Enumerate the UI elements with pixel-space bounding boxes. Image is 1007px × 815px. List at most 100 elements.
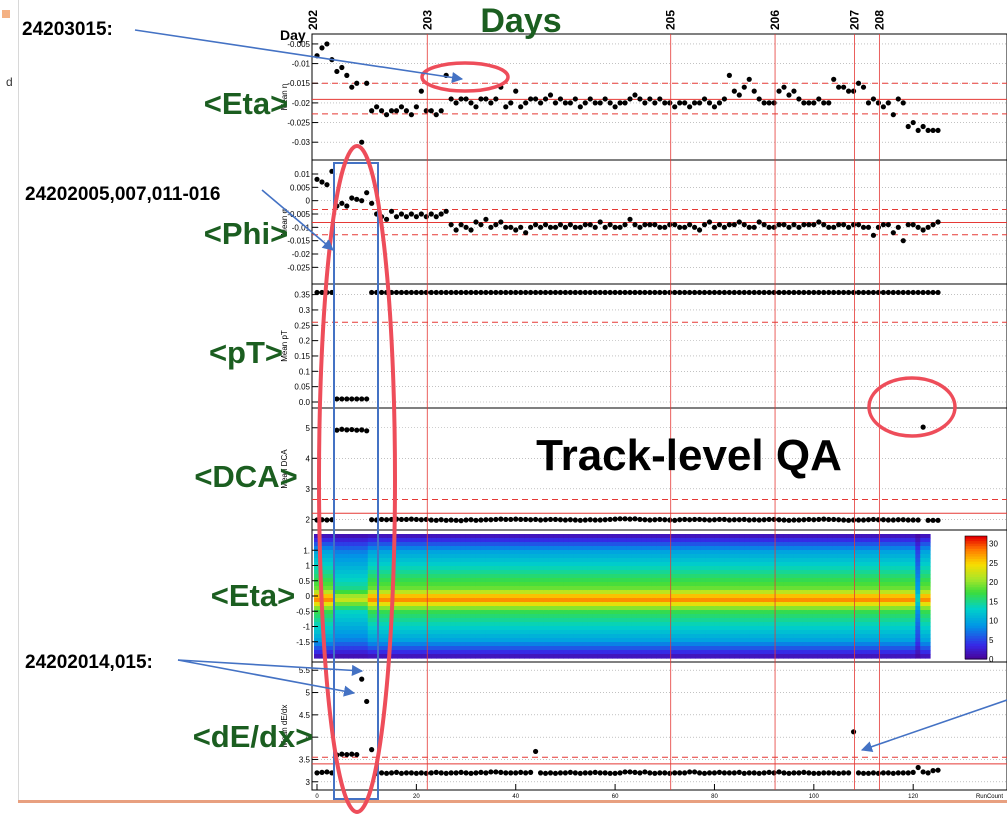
heatmap-cell <box>925 634 931 639</box>
heatmap-cell <box>710 650 716 655</box>
heatmap-cell <box>871 654 877 659</box>
heatmap-cell <box>362 654 369 659</box>
data-point <box>716 289 723 296</box>
heatmap-cell <box>514 550 520 555</box>
heatmap-cell <box>705 650 711 655</box>
heatmap-cell <box>749 542 755 547</box>
heatmap-cell <box>641 630 648 635</box>
data-point <box>696 770 703 776</box>
heatmap-cell <box>890 558 897 563</box>
heatmap-cell <box>871 590 877 595</box>
data-point <box>369 517 375 523</box>
heatmap-cell <box>548 550 555 555</box>
heatmap-cell <box>739 638 745 643</box>
heatmap-cell <box>812 650 819 655</box>
heatmap-cell <box>460 642 467 647</box>
heatmap-cell <box>353 622 359 627</box>
heatmap-cell <box>314 634 320 639</box>
data-point <box>905 123 911 130</box>
heatmap-cell <box>485 634 491 639</box>
data-point <box>652 770 658 776</box>
heatmap-cell <box>436 630 442 635</box>
heatmap-cell <box>446 542 452 547</box>
heatmap-cell <box>690 546 696 551</box>
y-tick-label: -0.025 <box>287 119 310 128</box>
data-point <box>910 289 916 296</box>
heatmap-cell <box>754 558 760 563</box>
heatmap-cell <box>441 618 447 623</box>
heatmap-cell <box>832 550 838 555</box>
heatmap-cell <box>886 646 892 651</box>
heatmap-cell <box>744 538 750 543</box>
heatmap-cell <box>460 562 467 567</box>
heatmap-cell <box>338 538 344 543</box>
data-point <box>349 426 355 433</box>
heatmap-cell <box>763 602 770 607</box>
heatmap-cell <box>778 634 784 639</box>
heatmap-cell <box>553 562 560 567</box>
heatmap-cell <box>861 538 868 543</box>
heatmap-cell <box>602 654 608 659</box>
heatmap-cell <box>348 578 354 583</box>
heatmap-cell <box>353 610 359 615</box>
heatmap-cell <box>705 574 711 579</box>
data-point <box>567 769 573 776</box>
heatmap-cell <box>646 610 652 615</box>
heatmap-cell <box>763 566 770 571</box>
heatmap-cell <box>362 646 369 651</box>
heatmap-cell <box>710 630 716 635</box>
data-point <box>682 289 688 296</box>
heatmap-cell <box>582 606 589 611</box>
heatmap-cell <box>612 598 618 603</box>
heatmap-cell <box>514 654 520 659</box>
heatmap-cell <box>646 602 652 607</box>
heatmap-cell <box>636 630 643 635</box>
heatmap-cell <box>685 614 692 619</box>
heatmap-cell <box>470 538 476 543</box>
heatmap-cell <box>529 602 535 607</box>
heatmap-cell <box>538 570 545 575</box>
heatmap-cell <box>460 542 467 547</box>
heatmap-cell <box>700 630 706 635</box>
heatmap-cell <box>626 626 633 631</box>
heatmap-cell <box>563 634 569 639</box>
heatmap-cell <box>675 606 682 611</box>
heatmap-cell <box>724 534 731 539</box>
heatmap-cell <box>504 554 511 559</box>
heatmap-cell <box>714 542 721 547</box>
heatmap-cell <box>343 638 349 643</box>
heatmap-cell <box>685 586 692 591</box>
heatmap-cell <box>749 606 755 611</box>
heatmap-cell <box>377 614 384 619</box>
heatmap-cell <box>729 570 736 575</box>
heatmap-cell <box>656 566 662 571</box>
heatmap-cell <box>382 558 388 563</box>
heatmap-cell <box>499 654 506 659</box>
heatmap-cell <box>397 558 403 563</box>
heatmap-cell <box>890 614 897 619</box>
data-point <box>687 222 693 228</box>
data-point <box>746 76 752 82</box>
heatmap-cell <box>685 626 692 631</box>
heatmap-cell <box>534 642 540 647</box>
data-point <box>870 516 877 523</box>
data-point <box>483 517 489 523</box>
heatmap-cell <box>900 650 907 655</box>
data-point <box>647 222 653 228</box>
y-tick-label: -0.015 <box>287 237 310 246</box>
heatmap-cell <box>538 542 545 547</box>
heatmap-cell <box>710 642 716 647</box>
heatmap-cell <box>900 646 907 651</box>
data-point <box>433 769 439 776</box>
data-point <box>582 222 588 228</box>
colorbar-cell <box>965 618 987 622</box>
heatmap-cell <box>905 546 912 551</box>
heatmap-cell <box>802 534 809 539</box>
heatmap-cell <box>685 566 692 571</box>
heatmap-cell <box>837 554 843 559</box>
data-point <box>701 96 708 102</box>
heatmap-cell <box>382 638 388 643</box>
heatmap-cell <box>915 550 921 555</box>
heatmap-cell <box>734 562 740 567</box>
heatmap-cell <box>744 594 750 599</box>
